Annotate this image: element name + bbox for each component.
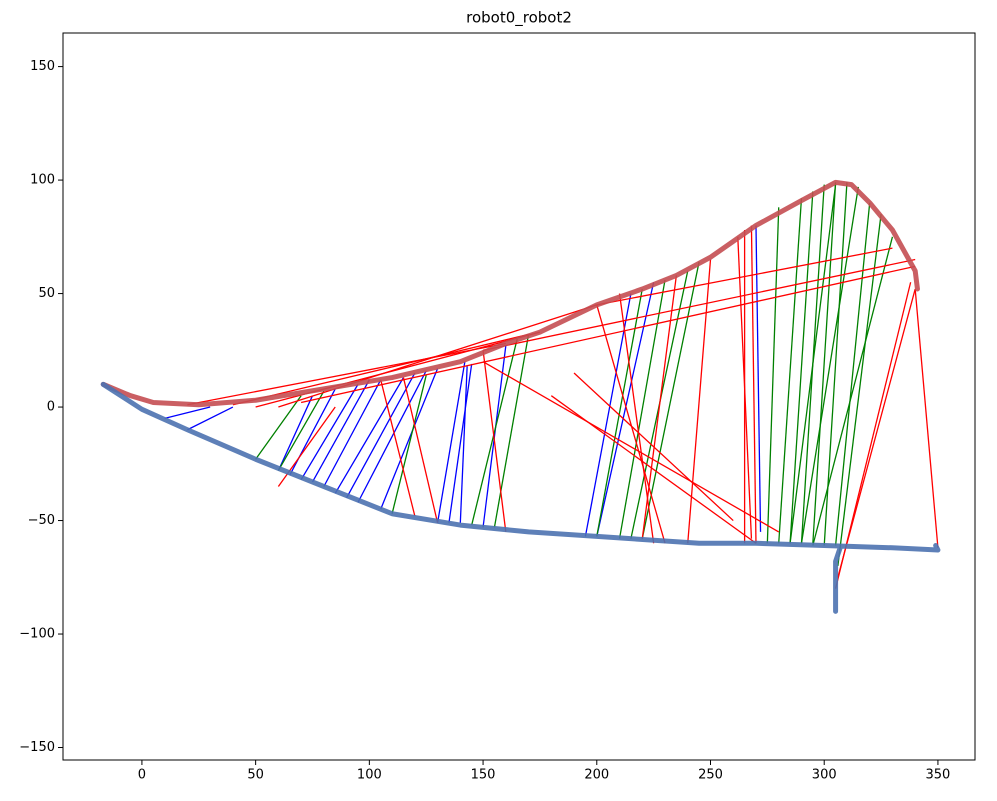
match-line <box>750 225 757 544</box>
match-line <box>789 191 814 544</box>
match-line <box>277 395 314 471</box>
match-line <box>277 390 325 471</box>
match-line <box>641 261 700 539</box>
match-line <box>737 236 753 539</box>
match-line <box>596 282 655 537</box>
match-line <box>641 275 678 539</box>
match-line <box>402 377 439 523</box>
match-line <box>584 293 632 537</box>
match-line <box>800 186 859 544</box>
y-tick-label: 100 <box>30 173 55 188</box>
match-line <box>573 372 734 522</box>
match-line <box>914 288 939 548</box>
match-line <box>618 293 655 544</box>
match-line <box>278 304 597 408</box>
y-tick-label: −100 <box>19 627 55 642</box>
match-line <box>812 236 894 546</box>
match-line <box>482 361 780 533</box>
x-tick-label: 250 <box>698 768 723 783</box>
match-line <box>493 334 530 528</box>
match-line <box>482 258 916 351</box>
match-line <box>823 182 848 546</box>
y-tick-label: −150 <box>19 740 55 755</box>
match-line <box>357 370 427 503</box>
y-tick-label: 50 <box>38 286 55 301</box>
match-line <box>789 184 837 544</box>
trajectory <box>100 179 920 408</box>
match-line <box>255 395 302 460</box>
match-line <box>300 384 359 481</box>
match-line <box>482 350 507 532</box>
match-line <box>448 363 473 523</box>
match-line <box>380 379 416 517</box>
match-line <box>596 288 643 537</box>
x-tick-label: 100 <box>357 768 382 783</box>
match-line <box>812 182 837 544</box>
y-tick-label: −50 <box>28 513 55 528</box>
match-line <box>837 214 882 567</box>
match-line <box>687 259 712 544</box>
match-line <box>755 225 762 532</box>
match-line <box>232 333 529 406</box>
match-line <box>164 406 211 420</box>
match-line <box>311 379 370 483</box>
trajectory <box>100 381 941 614</box>
x-tick-label: 150 <box>471 768 496 783</box>
match-line <box>459 366 468 523</box>
match-line <box>380 368 439 510</box>
match-line <box>346 372 416 499</box>
x-tick-label: 200 <box>584 768 609 783</box>
x-tick-label: 50 <box>247 768 264 783</box>
chart-title: robot0_robot2 <box>466 9 572 28</box>
match-line <box>596 247 893 306</box>
y-tick-label: 0 <box>47 400 55 415</box>
match-line <box>334 377 405 494</box>
axes-frame <box>62 32 976 761</box>
match-line <box>471 338 518 526</box>
match-line <box>323 379 382 487</box>
match-line <box>834 202 871 546</box>
match-line <box>187 406 234 431</box>
match-line <box>778 198 803 544</box>
x-tick-label: 350 <box>926 768 951 783</box>
match-line <box>277 406 336 487</box>
match-line <box>837 288 916 578</box>
y-tick-label: 150 <box>30 59 55 74</box>
match-line <box>436 361 466 523</box>
match-line <box>391 375 427 514</box>
match-line <box>187 342 506 406</box>
match-line <box>596 304 666 544</box>
x-tick-label: 300 <box>812 768 837 783</box>
x-tick-label: 0 <box>138 768 146 783</box>
match-line <box>766 207 780 544</box>
match-line <box>550 395 757 544</box>
